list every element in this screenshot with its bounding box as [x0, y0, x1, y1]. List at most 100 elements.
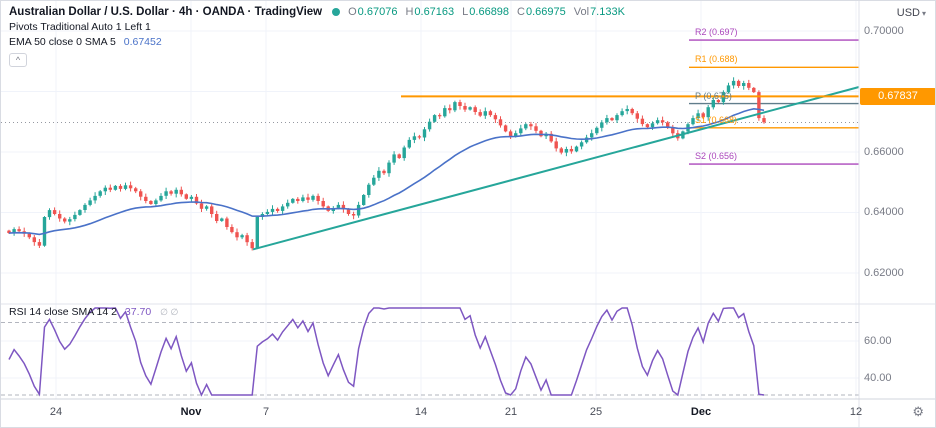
candle-body — [255, 217, 259, 249]
candle-body — [519, 128, 523, 134]
candle-body — [595, 127, 599, 134]
candle-body — [402, 147, 406, 159]
candle-body — [407, 139, 411, 148]
candle-body — [579, 142, 584, 147]
candle-body — [113, 185, 118, 190]
candle-body — [128, 185, 133, 189]
candle-body — [443, 108, 447, 117]
symbol-title[interactable]: Australian Dollar / U.S. Dollar · 4h · O… — [9, 6, 323, 18]
candle-body — [453, 102, 457, 111]
candle-body — [134, 188, 138, 192]
ohlc-value: 0.66898 — [469, 6, 510, 18]
candle-body — [225, 218, 229, 227]
time-axis[interactable] — [1, 397, 859, 427]
candle-body — [711, 100, 715, 108]
trendline-drawing[interactable] — [252, 86, 860, 251]
candle-body — [701, 113, 705, 118]
candle-body — [179, 189, 183, 195]
candle-body — [762, 118, 766, 123]
candle-body — [144, 196, 148, 201]
candle-body — [12, 229, 16, 233]
candle-body — [736, 80, 741, 86]
candle-body — [397, 154, 401, 158]
ohlc-key: H — [405, 6, 414, 18]
candle-body — [747, 83, 751, 88]
candle-body — [508, 131, 513, 137]
ema-indicator-label: EMA 50 close 0 SMA 5 — [9, 36, 116, 48]
rsi-indicator-value: 37.70 — [124, 306, 152, 318]
candle-body — [73, 214, 77, 220]
candle-body — [204, 206, 209, 209]
candle-body — [174, 189, 178, 194]
candle-body — [731, 80, 736, 86]
indicator-row-pivots[interactable]: Pivots Traditional Auto 1 Left 1 — [9, 21, 625, 33]
candle-body — [655, 120, 660, 124]
candle-body — [280, 206, 285, 211]
candle-body — [78, 210, 82, 215]
candle-body — [666, 122, 670, 128]
candle-body — [230, 227, 234, 233]
settings-gear-icon[interactable]: ⚙ — [912, 404, 924, 419]
candle-body — [605, 118, 609, 123]
candle-body — [362, 195, 366, 205]
candle-body — [478, 112, 482, 116]
candle-body — [159, 195, 163, 201]
indicator-row-rsi[interactable]: RSI 14 close SMA 14 2 37.70 ∅ ∅ — [9, 306, 178, 318]
candle-body — [139, 191, 143, 197]
candle-body — [316, 195, 320, 201]
candle-body — [189, 196, 194, 199]
ohlc-value: 7.133K — [590, 6, 625, 18]
candle-body — [387, 162, 391, 174]
candle-body — [691, 118, 695, 125]
ohlc-readout: O 0.67076 H 0.67163 L 0.66898 C 0.66975 Vol 7.133… — [340, 6, 625, 18]
candlestick-series[interactable] — [7, 77, 766, 251]
candle-body — [68, 219, 72, 222]
candle-body — [250, 242, 254, 249]
candle-body — [529, 124, 533, 127]
ema-line[interactable] — [8, 107, 765, 236]
candle-body — [58, 214, 62, 219]
candle-body — [270, 208, 275, 212]
candle-body — [149, 201, 153, 204]
price-axis[interactable] — [857, 1, 935, 399]
candle-body — [296, 198, 300, 201]
provider-logo-icon — [332, 8, 341, 16]
candle-body — [184, 194, 188, 199]
legend: Australian Dollar / U.S. Dollar · 4h · O… — [9, 6, 625, 67]
ohlc-value: 0.67076 — [357, 6, 398, 18]
price-scale-currency-dropdown[interactable]: USD ▾ — [897, 7, 926, 19]
candle-body — [42, 217, 47, 246]
candle-body — [438, 115, 442, 117]
candle-body — [564, 149, 569, 153]
candle-body — [620, 111, 624, 116]
candle-body — [220, 218, 224, 221]
rsi-indicator-label: RSI 14 close SMA 14 2 — [9, 306, 117, 318]
candle-body — [235, 232, 239, 238]
collapse-legend-button[interactable]: ^ — [9, 53, 27, 67]
ohlc-key: L — [462, 6, 469, 18]
candle-body — [63, 218, 67, 222]
chevron-down-icon: ▾ — [921, 9, 926, 18]
candle-body — [473, 107, 477, 112]
indicator-row-ema[interactable]: EMA 50 close 0 SMA 5 0.67452 — [9, 36, 625, 48]
candle-body — [488, 111, 493, 116]
candle-body — [569, 149, 574, 152]
candle-body — [392, 154, 396, 163]
candle-body — [215, 214, 219, 221]
candle-body — [27, 233, 31, 238]
pivots-indicator-label: Pivots Traditional Auto 1 Left 1 — [9, 21, 151, 33]
candle-body — [311, 195, 315, 200]
candle-body — [301, 197, 305, 201]
rsi-line[interactable] — [8, 307, 765, 397]
candle-body — [448, 108, 452, 111]
candle-body — [341, 204, 346, 210]
candle-body — [83, 204, 87, 210]
candle-body — [154, 200, 158, 204]
candle-body — [468, 107, 472, 110]
candle-body — [286, 202, 290, 207]
candle-body — [498, 119, 503, 126]
candle-body — [660, 120, 665, 123]
candle-body — [549, 133, 553, 142]
